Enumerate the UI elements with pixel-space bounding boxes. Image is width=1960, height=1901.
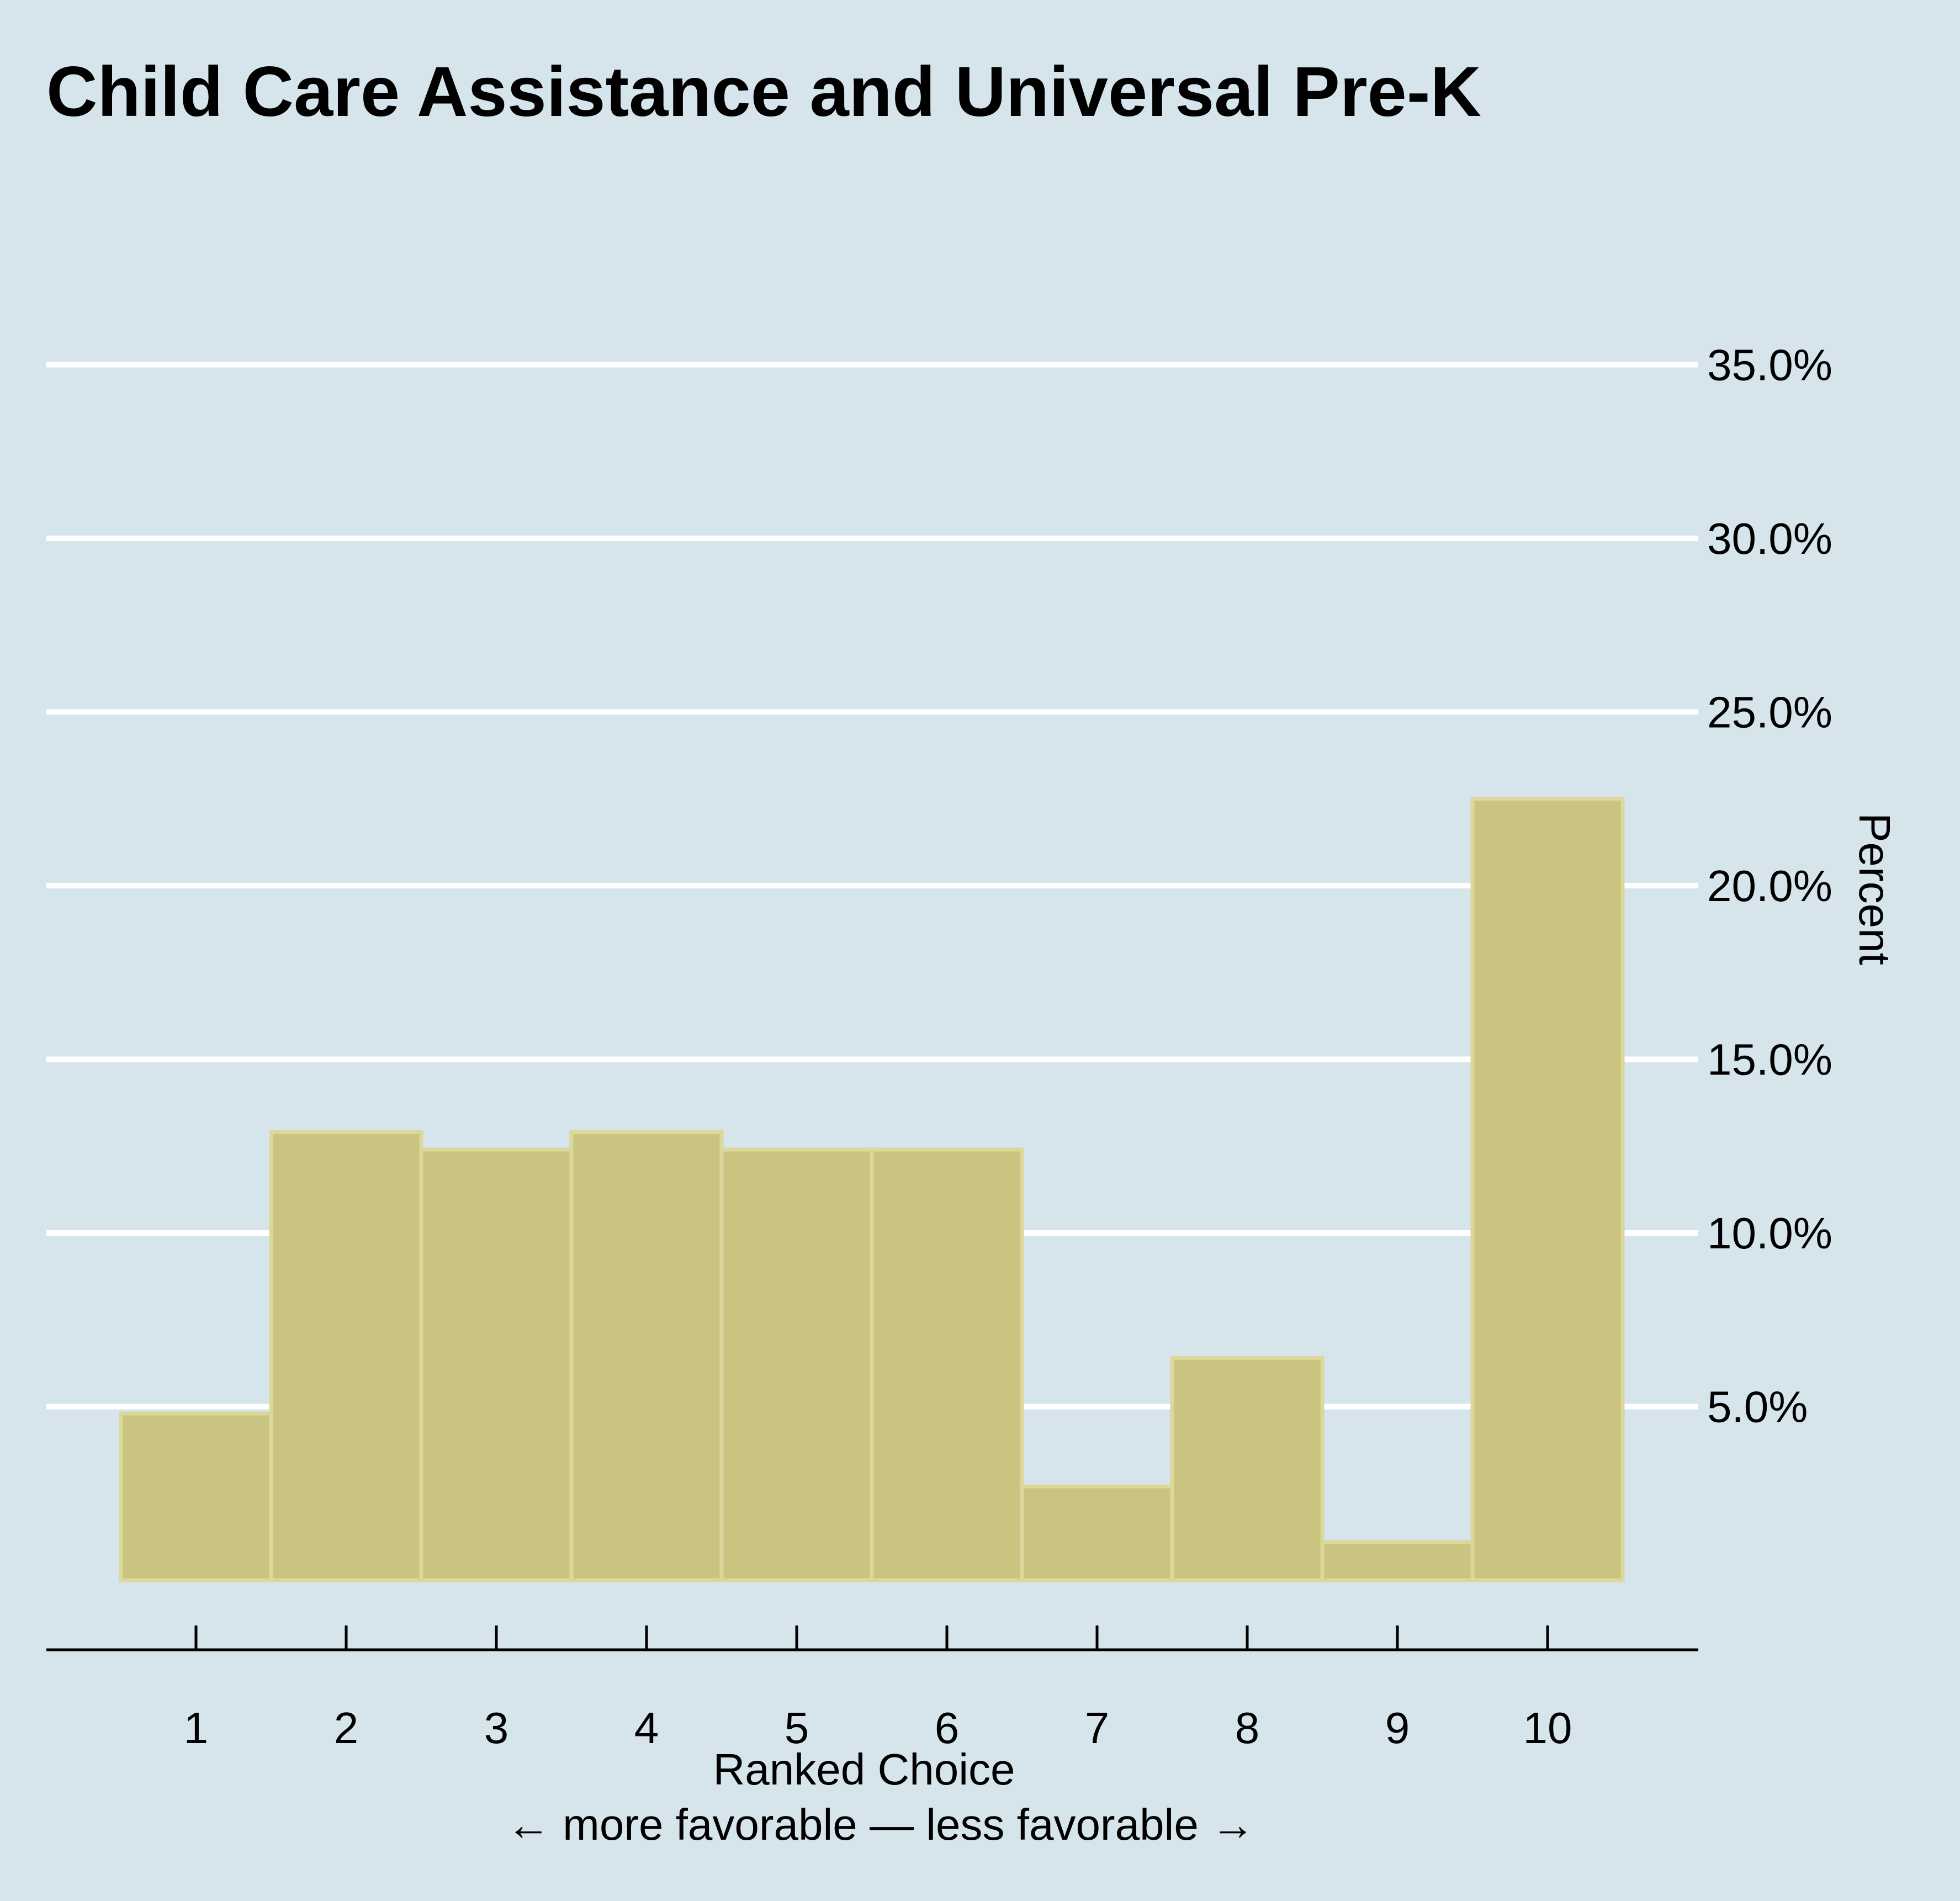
bar — [1320, 1540, 1475, 1582]
y-tick-label: 35.0% — [1707, 341, 1832, 390]
y-tick-label: 30.0% — [1707, 514, 1832, 563]
x-tick-label: 9 — [1385, 1703, 1410, 1752]
bars — [119, 797, 1625, 1582]
y-tick-labels: 5.0% 10.0% 15.0% 20.0% 25.0% 30.0% 35.0% — [1707, 341, 1832, 1432]
x-tick-labels: 1 2 3 4 5 6 7 8 9 10 — [184, 1703, 1572, 1752]
x-axis-subtitle: ← more favorable — less favorable → — [506, 1800, 1255, 1849]
x-ticks — [194, 1625, 1549, 1650]
y-axis-title: Percent — [1850, 813, 1899, 965]
x-tick-label: 3 — [484, 1703, 509, 1752]
y-tick-label: 20.0% — [1707, 861, 1832, 910]
y-tick-label: 15.0% — [1707, 1035, 1832, 1084]
x-axis-title: Ranked Choice — [713, 1745, 1015, 1794]
bar — [569, 1130, 724, 1582]
x-tick-label: 6 — [935, 1703, 960, 1752]
bar — [119, 1411, 273, 1582]
y-tick-label: 10.0% — [1707, 1209, 1832, 1258]
bar — [269, 1130, 423, 1582]
bar — [1470, 797, 1625, 1582]
bar — [1020, 1484, 1174, 1582]
chart-title: Child Care Assistance and Universal Pre-… — [46, 52, 1481, 131]
x-tick-label: 8 — [1235, 1703, 1260, 1752]
bar — [1170, 1355, 1325, 1582]
x-tick-label: 5 — [785, 1703, 809, 1752]
bar — [719, 1147, 874, 1582]
y-tick-label: 25.0% — [1707, 688, 1832, 737]
bar — [870, 1147, 1024, 1582]
x-tick-label: 10 — [1523, 1703, 1572, 1752]
x-tick-label: 7 — [1085, 1703, 1110, 1752]
x-tick-label: 1 — [184, 1703, 209, 1752]
x-tick-label: 4 — [634, 1703, 659, 1752]
x-tick-label: 2 — [334, 1703, 359, 1752]
y-tick-label: 5.0% — [1707, 1383, 1808, 1432]
bar — [419, 1147, 574, 1582]
